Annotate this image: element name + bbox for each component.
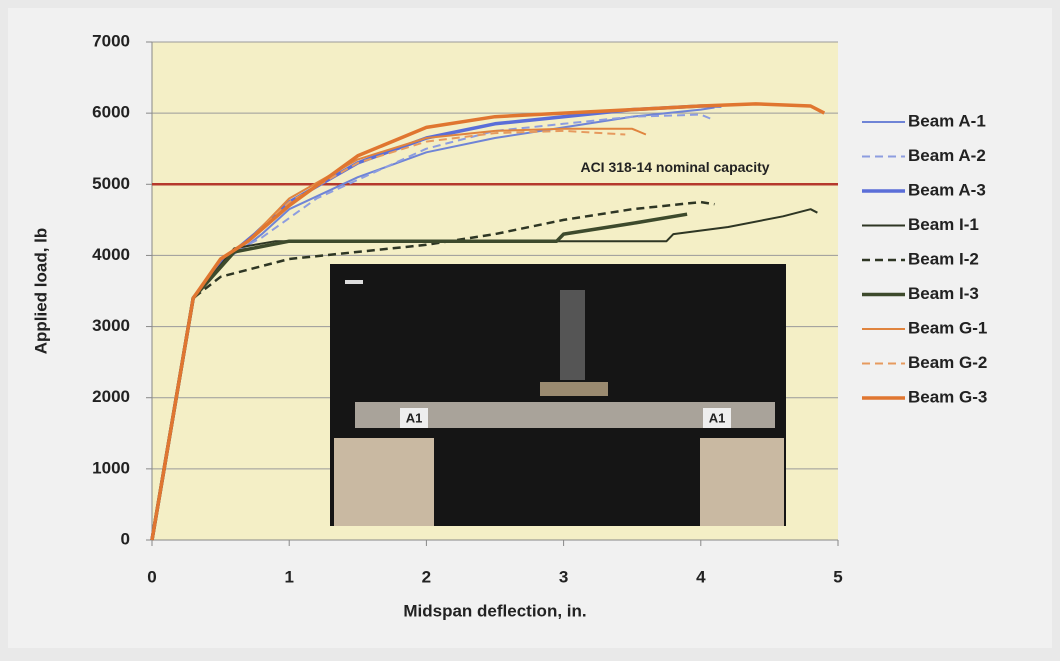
photo-scale	[345, 280, 363, 284]
legend-label: Beam G-2	[908, 353, 987, 372]
y-tick-label: 5000	[92, 174, 130, 193]
photo-tag	[703, 408, 731, 428]
photo-tag	[400, 408, 428, 428]
legend-label: Beam G-1	[908, 318, 987, 337]
x-tick-label: 4	[696, 567, 706, 586]
series-line	[151, 113, 715, 541]
legend-label: Beam A-1	[908, 111, 986, 130]
y-tick-label: 1000	[92, 458, 130, 477]
y-tick-label: 4000	[92, 245, 130, 264]
plot: 0 1000 2000 3000 4000 5000 6000 7000 0 1 2 3 4 5 ACI 3…	[92, 31, 843, 586]
y-tick-label: 3000	[92, 316, 130, 335]
y-tick-label: 6000	[92, 103, 130, 122]
y-tick-label: 7000	[92, 31, 130, 50]
legend-label: Beam I-3	[908, 284, 979, 303]
inset-photo: A1 A1	[330, 264, 786, 526]
photo-support	[334, 438, 434, 526]
photo-label: A1	[709, 410, 726, 425]
reference-label: ACI 318-14 nominal capacity	[580, 159, 769, 175]
y-tick-label: 0	[121, 529, 130, 548]
y-axis-title: Applied load, lb	[31, 228, 50, 355]
series-line	[151, 129, 626, 541]
photo-label: A1	[406, 410, 423, 425]
legend-label: Beam I-1	[908, 215, 979, 234]
y-tick-label: 2000	[92, 387, 130, 406]
x-tick-label: 2	[422, 567, 431, 586]
x-tick-label: 5	[833, 567, 842, 586]
photo-actuator	[560, 290, 585, 380]
x-tick-label: 1	[284, 567, 293, 586]
legend-label: Beam I-2	[908, 249, 979, 268]
legend-label: Beam G-3	[908, 387, 987, 406]
x-axis-title: Midspan deflection, in.	[403, 601, 586, 620]
photo-block	[540, 382, 608, 396]
x-tick-label: 3	[559, 567, 568, 586]
legend-label: Beam A-2	[908, 146, 986, 165]
series-line	[150, 102, 826, 541]
photo-support	[700, 438, 784, 526]
x-tick-label: 0	[147, 567, 156, 586]
legend-label: Beam A-3	[908, 180, 986, 199]
